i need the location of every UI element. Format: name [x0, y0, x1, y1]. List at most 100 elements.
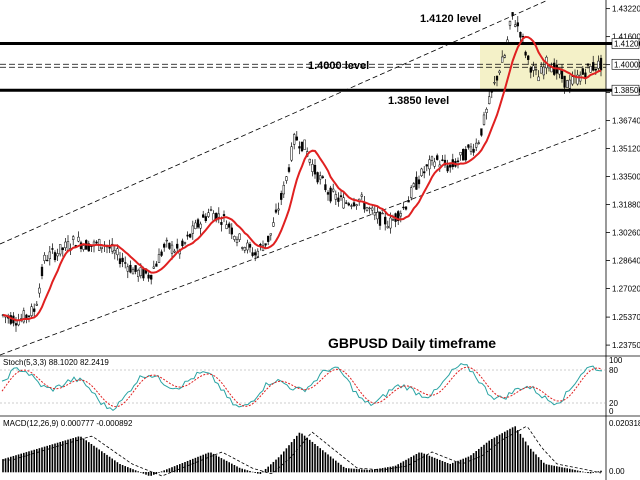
candle-body: [352, 202, 356, 207]
candle-body: [116, 248, 119, 256]
candle-body: [173, 250, 176, 253]
candle-body: [519, 31, 522, 38]
macd-bar: [517, 430, 519, 473]
candle-body: [563, 75, 566, 88]
stoch-tick-80: 80: [609, 366, 618, 375]
macd-tick-top: 0.020318: [609, 419, 640, 428]
macd-bar: [418, 452, 420, 473]
macd-bar: [548, 464, 550, 473]
macd-bar: [223, 459, 225, 473]
macd-bar: [95, 447, 98, 473]
candle-body: [267, 235, 270, 242]
candle-body: [264, 243, 267, 246]
macd-bar: [293, 438, 295, 473]
price-tick-label: 1.36740: [612, 117, 640, 126]
candle-body: [295, 136, 298, 141]
macd-bar: [220, 458, 223, 473]
candle-body: [475, 142, 478, 148]
price-tick-label: 1.25370: [612, 313, 640, 322]
macd-bar: [371, 469, 373, 473]
candle-body: [251, 252, 254, 256]
candle-body: [410, 187, 413, 198]
candle-body: [202, 214, 205, 218]
macd-bar: [90, 443, 93, 473]
macd-bar: [212, 453, 215, 473]
candle-body: [209, 209, 213, 211]
stoch-tick-20: 20: [609, 399, 618, 408]
candle-body: [137, 269, 140, 278]
macd-bar: [376, 468, 379, 473]
macd-bar: [46, 445, 48, 473]
macd-bar: [309, 439, 311, 473]
candle-body: [464, 149, 467, 161]
macd-bar: [436, 458, 438, 473]
macd-bar: [530, 448, 532, 473]
candle-body: [594, 68, 597, 71]
macd-bar: [166, 469, 168, 473]
macd-bar: [392, 466, 394, 473]
levels-group: [0, 42, 640, 92]
candle-body: [368, 207, 371, 210]
candle-body: [160, 251, 163, 256]
candle-body: [196, 219, 200, 228]
macd-bar: [49, 445, 51, 473]
macd-bar: [241, 468, 243, 473]
macd-bar: [140, 472, 142, 473]
candle-body: [376, 212, 379, 220]
macd-bar: [420, 452, 423, 473]
candle-body: [212, 213, 215, 221]
candle-body: [404, 206, 408, 210]
candle-body: [321, 176, 324, 178]
macd-bar: [236, 466, 238, 473]
macd-bar: [550, 465, 553, 473]
macd-bar: [444, 462, 446, 473]
candle-body: [319, 175, 322, 180]
candle-body: [285, 176, 288, 181]
macd-bar: [452, 462, 454, 473]
candle-body: [308, 158, 311, 163]
level-label-1-4000: 1.4000 level: [308, 60, 369, 72]
macd-bar: [51, 444, 54, 473]
candle-body: [238, 233, 241, 240]
macd-bar: [384, 467, 386, 473]
candle-body: [332, 188, 335, 192]
macd-bar: [553, 465, 555, 473]
macd-bar: [62, 441, 64, 473]
candle-body: [53, 252, 57, 261]
macd-bar: [571, 469, 574, 473]
candle-body: [459, 151, 462, 156]
macd-bar: [501, 433, 503, 473]
candle-body: [399, 213, 402, 217]
candle-body: [40, 266, 44, 277]
macd-bar: [348, 468, 350, 473]
macd-bar: [168, 468, 171, 473]
channel-upper-line: [0, 0, 549, 245]
macd-bar: [535, 454, 537, 473]
candle-body: [527, 55, 530, 60]
candle-body: [493, 82, 496, 84]
candle-body: [243, 247, 246, 251]
candle-body: [568, 79, 571, 89]
macd-bar: [106, 454, 108, 473]
candle-body: [176, 243, 179, 249]
candle-body: [597, 60, 600, 69]
macd-bar: [426, 454, 428, 473]
price-box: [611, 38, 640, 49]
candle-body: [412, 183, 415, 187]
macd-bar: [491, 438, 493, 473]
macd-bar: [7, 457, 9, 473]
macd-bar: [111, 458, 113, 473]
candle-body: [207, 212, 210, 217]
price-axis: 1.432201.416001.399801.383601.367401.351…: [606, 5, 640, 350]
macd-bar: [363, 469, 366, 473]
macd-bar: [400, 462, 402, 473]
candle-body: [222, 214, 226, 217]
macd-bar: [75, 437, 77, 473]
candle-body: [194, 222, 197, 229]
macd-bar: [332, 458, 334, 473]
candle-body: [155, 263, 158, 267]
candle-body: [521, 35, 525, 38]
macd-bar: [488, 440, 490, 473]
macd-bar: [249, 471, 251, 473]
macd-bar: [270, 464, 272, 473]
